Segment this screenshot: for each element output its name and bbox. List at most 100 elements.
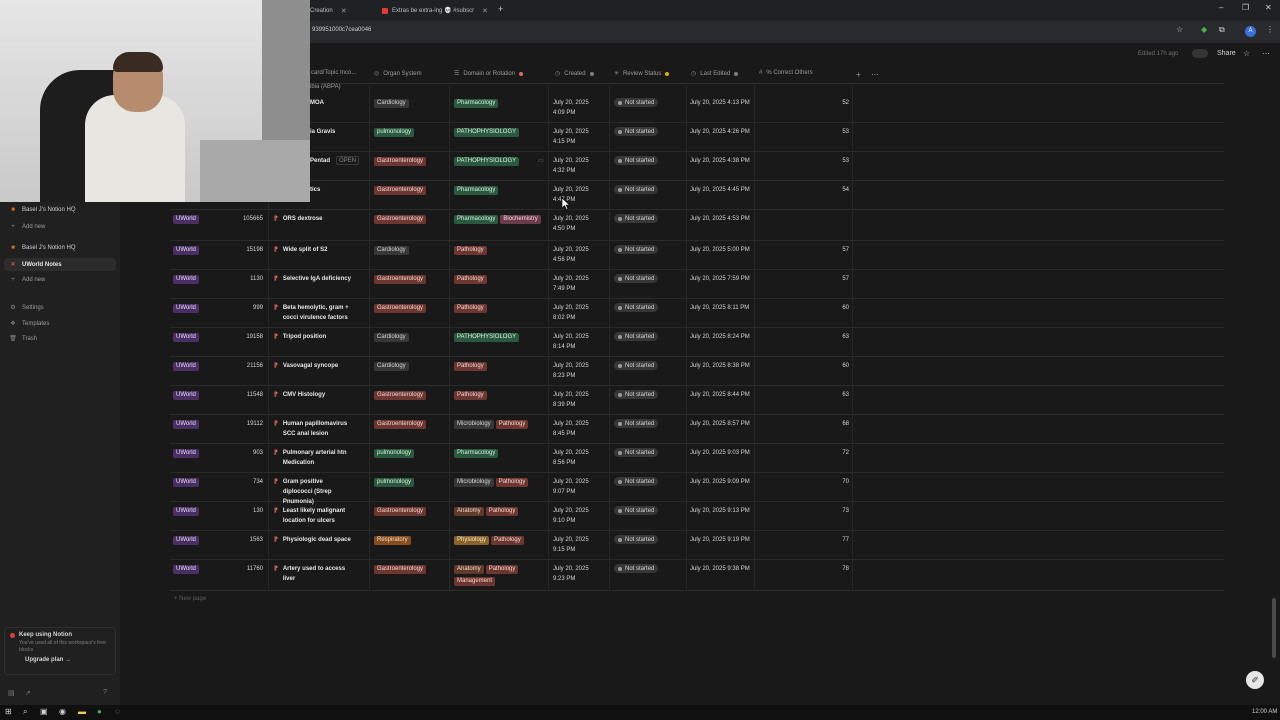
extensions-puzzle-icon[interactable]: ⧉ — [1219, 25, 1225, 34]
organ-system-cell[interactable]: Gastroenterology — [374, 214, 428, 226]
percent-correct-cell[interactable]: 52 — [842, 100, 849, 106]
review-status-cell[interactable]: Not started — [614, 127, 659, 138]
organ-system-cell[interactable]: Cardiology — [374, 361, 411, 373]
sidebar-item-trash[interactable]: 🗑 Trash — [9, 335, 37, 343]
add-property-icon[interactable]: + — [856, 70, 861, 79]
question-id-cell[interactable]: 903 — [252, 450, 263, 456]
url-text[interactable]: 939951000c7cea0046 — [312, 27, 372, 33]
sidebar-item-templates[interactable]: ❖ Templates — [9, 320, 49, 328]
close-window-icon[interactable]: ✕ — [1265, 3, 1272, 12]
extension-icon[interactable]: ◆ — [1201, 25, 1208, 34]
question-id-cell[interactable]: 19158 — [246, 334, 263, 340]
organ-system-cell[interactable]: Gastroenterology — [374, 419, 428, 431]
restore-icon[interactable]: ❐ — [1242, 3, 1250, 12]
sidebar-item-settings[interactable]: ⚙ Settings — [9, 304, 43, 312]
topic-name-cell[interactable]: ⁋ Least likely malignant location for ulc… — [274, 506, 354, 526]
question-id-cell[interactable]: 105665 — [242, 216, 263, 222]
organ-system-cell[interactable]: Gastroenterology — [374, 506, 428, 518]
column-header-created[interactable]: ◷ Created — [555, 70, 594, 77]
minimize-icon[interactable]: – — [1219, 3, 1224, 12]
column-header-review-status[interactable]: ✳ Review Status — [614, 70, 670, 77]
table-row[interactable]: UWorld 19158 ⁋ Tripod position Cardiology PAT… — [170, 328, 1224, 357]
send-icon[interactable]: ➚ — [25, 690, 31, 697]
question-id-cell[interactable]: 130 — [252, 508, 263, 514]
more-properties-icon[interactable]: ⋯ — [871, 70, 879, 79]
question-id-cell[interactable]: 21156 — [246, 363, 263, 369]
question-id-cell[interactable]: 734 — [252, 479, 263, 485]
help-icon[interactable]: ? — [103, 689, 107, 696]
new-tab-icon[interactable]: + — [498, 4, 504, 14]
column-header-percent-correct[interactable]: #% Correct Others — [759, 70, 813, 76]
review-status-cell[interactable]: Not started — [614, 156, 659, 167]
topic-name-cell[interactable]: ⁋ Artery used to access liver — [274, 564, 354, 584]
close-tab-icon[interactable]: ✕ — [482, 7, 489, 15]
domain-cell[interactable]: PATHOPHYSIOLOGY ▭ — [454, 156, 548, 168]
organ-system-cell[interactable]: Gastroenterology — [374, 303, 428, 315]
organ-system-cell[interactable]: pulmonology — [374, 127, 416, 139]
review-status-cell[interactable]: Not started — [614, 274, 659, 285]
topic-name-cell[interactable]: Pentad OPEN — [310, 156, 366, 166]
organ-system-cell[interactable]: pulmonology — [374, 477, 416, 489]
source-cell[interactable]: UWorld — [173, 564, 201, 576]
sidebar-item-uworld-notes[interactable]: ✕ UWorld Notes — [9, 261, 61, 269]
organ-system-cell[interactable]: Gastroenterology — [374, 390, 428, 402]
percent-correct-cell[interactable]: 70 — [842, 479, 849, 485]
file-explorer-icon[interactable]: ▬ — [78, 707, 86, 716]
review-status-cell[interactable]: Not started — [614, 361, 659, 372]
question-id-cell[interactable]: 15198 — [246, 247, 263, 253]
table-row[interactable]: UWorld 19112 ⁋ Human papillomavirus SCC ana… — [170, 415, 1224, 444]
percent-correct-cell[interactable]: 72 — [842, 450, 849, 456]
windows-start-icon[interactable]: ⊞ — [5, 707, 12, 716]
share-button[interactable]: Share — [1217, 50, 1236, 57]
topic-name-cell[interactable]: ⁋ ORS dextrose — [274, 214, 354, 224]
question-id-cell[interactable]: 999 — [252, 305, 263, 311]
table-row[interactable]: UWorld 1130 ⁋ Selective IgA deficiency Gastr… — [170, 270, 1224, 299]
domain-cell[interactable]: Pharmacology — [454, 98, 548, 110]
comment-icon[interactable]: ▭ — [538, 158, 544, 164]
source-cell[interactable]: UWorld — [173, 535, 201, 547]
source-cell[interactable]: UWorld — [173, 361, 201, 373]
review-status-cell[interactable]: Not started — [614, 98, 659, 109]
domain-cell[interactable]: PATHOPHYSIOLOGY — [454, 127, 548, 139]
organ-system-cell[interactable]: Cardiology — [374, 245, 411, 257]
more-options-icon[interactable]: ⋯ — [1262, 49, 1270, 58]
table-row[interactable]: UWorld 105665 ⁋ ORS dextrose Gastroenterolog… — [170, 210, 1224, 241]
table-row[interactable]: MOA Cardiology Pharmacology July 20, 2025 4… — [170, 94, 1224, 123]
organ-system-cell[interactable]: Gastroenterology — [374, 185, 428, 197]
column-header-last-edited[interactable]: ◷ Last Edited — [691, 70, 739, 77]
percent-correct-cell[interactable]: 57 — [842, 276, 849, 282]
review-status-cell[interactable]: Not started — [614, 245, 659, 256]
open-page-badge[interactable]: OPEN — [336, 156, 360, 165]
topic-name-cell[interactable]: ⁋ Gram positive diplococci (Strep Pnumoni… — [274, 477, 354, 507]
domain-cell[interactable]: Pathology — [454, 303, 548, 315]
table-row[interactable]: UWorld 1563 ⁋ Physiologic dead space Respira… — [170, 531, 1224, 560]
chrome-icon[interactable]: ● — [97, 707, 102, 716]
table-row[interactable]: ia Gravis pulmonology PATHOPHYSIOLOGY July … — [170, 123, 1224, 152]
domain-cell[interactable]: Pathology — [454, 245, 548, 257]
question-id-cell[interactable]: 1563 — [249, 537, 263, 543]
inbox-icon[interactable]: ▤ — [8, 690, 15, 697]
domain-cell[interactable]: Physiology Pathology — [454, 535, 548, 547]
topic-name-cell[interactable]: ⁋ Selective IgA deficiency — [274, 274, 354, 284]
ai-assistant-icon[interactable]: ✐ — [1246, 671, 1264, 689]
topic-name-cell[interactable]: ⁋ Beta hemolytic, gram + cocci virulence … — [274, 303, 354, 323]
review-status-cell[interactable]: Not started — [614, 564, 659, 575]
search-icon[interactable]: ⌕ — [23, 707, 28, 716]
review-status-cell[interactable]: Not started — [614, 477, 659, 488]
table-row[interactable]: UWorld 734 ⁋ Gram positive diplococci (Stre… — [170, 473, 1224, 505]
sidebar-item-workspace[interactable]: ■ Basel J's Notion HQ — [9, 245, 75, 251]
review-status-cell[interactable]: Not started — [614, 448, 659, 459]
app-icon[interactable]: ◌ — [115, 707, 120, 716]
organ-system-cell[interactable]: pulmonology — [374, 448, 416, 460]
topic-name-cell[interactable]: ⁋ Physiologic dead space — [274, 535, 354, 545]
source-cell[interactable]: UWorld — [173, 390, 201, 402]
organ-system-cell[interactable]: Respiratory — [374, 535, 413, 547]
percent-correct-cell[interactable]: 77 — [842, 537, 849, 543]
close-tab-icon[interactable]: ✕ — [340, 7, 347, 15]
sidebar-item-add-new[interactable]: + Add new — [9, 224, 45, 230]
organ-system-cell[interactable]: Cardiology — [374, 98, 411, 110]
table-row[interactable]: tics Gastroenterology Pharmacology July 20,… — [170, 181, 1224, 210]
domain-cell[interactable]: Anatomy Pathology — [454, 506, 548, 518]
table-row[interactable]: Pentad OPEN Gastroenterology PATHOPHYSIOLOG… — [170, 152, 1224, 181]
domain-cell[interactable]: Anatomy Pathology Management — [454, 564, 548, 588]
